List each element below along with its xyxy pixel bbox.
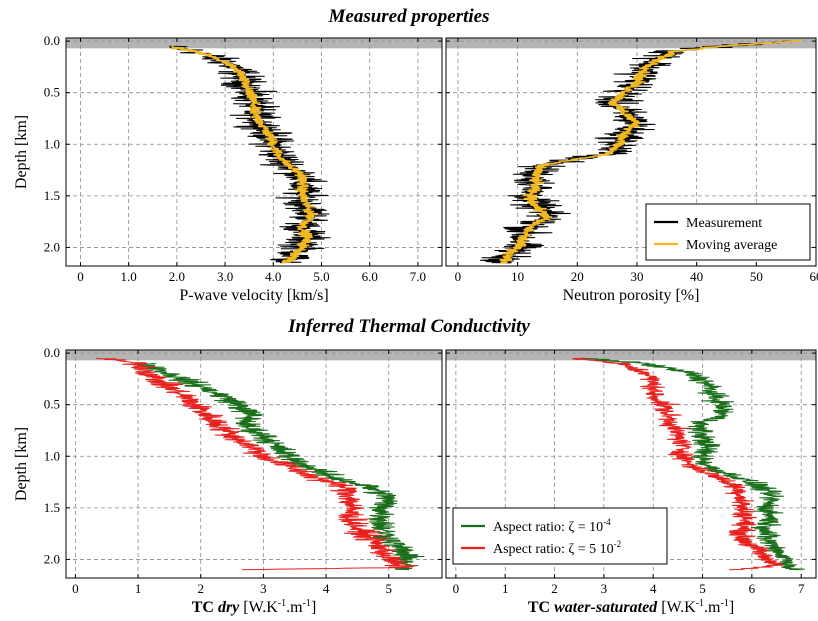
- y-tick-label: 2.0: [44, 239, 60, 254]
- series-line-moving_average: [171, 45, 319, 264]
- series-line-aspect_small: [581, 357, 805, 571]
- y-axis-label: Depth [km]: [13, 115, 30, 189]
- series-line-aspect_small: [133, 362, 425, 571]
- plot-frame: [65, 349, 443, 579]
- series-line-moving_average: [499, 40, 802, 264]
- x-axis-label-sup: -1: [278, 598, 286, 609]
- x-tick-label: 7: [798, 581, 805, 596]
- x-tick-label: 0: [77, 269, 84, 284]
- legend-label: Aspect ratio: ζ = 5 10-2: [493, 539, 621, 557]
- legend-box: [645, 203, 811, 261]
- y-tick-label: 1.5: [44, 188, 60, 203]
- plot-frame: [65, 37, 443, 267]
- x-tick-label: 6.0: [362, 269, 378, 284]
- x-tick-label: 1.0: [121, 269, 137, 284]
- x-tick-label: 0: [455, 269, 462, 284]
- x-tick-label: 6: [749, 581, 756, 596]
- y-tick-label: 1.0: [44, 448, 60, 463]
- y-axis-label: Depth [km]: [13, 427, 30, 501]
- plot-frame: [445, 349, 817, 579]
- y-tick-label: 0.0: [44, 33, 60, 48]
- x-axis-label-italic: dry: [218, 599, 240, 616]
- x-tick-label: 5.0: [313, 269, 329, 284]
- series-line-aspect_large: [96, 357, 416, 571]
- x-axis-label-unit: .m: [704, 599, 721, 616]
- panel-vp: 0 1.0 2.0 3.0 4.0 5.0 6.0 7.0 0.0 0.5 1.0 1.5 2.0 Dep…: [13, 33, 443, 304]
- x-axis-label-unit: ]: [729, 599, 734, 616]
- series-group: [96, 357, 425, 571]
- x-axis-label-bold: TC: [192, 599, 218, 616]
- shaded-band: [66, 38, 442, 49]
- x-axis-label-unit: ]: [311, 599, 316, 616]
- x-tick-label: 3.0: [217, 269, 233, 284]
- x-tick-label: 20: [571, 269, 584, 284]
- shaded-band: [66, 350, 442, 361]
- legend-label-sup: -4: [603, 517, 611, 527]
- x-axis-label-italic: water-saturated: [554, 599, 658, 616]
- legend-box: [452, 507, 668, 565]
- x-axis-label-sup: -1: [721, 598, 729, 609]
- x-tick-label: 1: [135, 581, 142, 596]
- x-tick-label: 2: [551, 581, 558, 596]
- plot-frame: [445, 37, 817, 267]
- y-tick-label: 0.5: [44, 85, 60, 100]
- panel-tcdry: 0 1 2 3 4 5 0.0 0.5 1.0 1.5 2.0 Depth [km] TC dry [W…: [13, 345, 443, 616]
- y-tick-label: 0.0: [44, 345, 60, 360]
- x-tick-label: 5: [385, 581, 392, 596]
- x-tick-label: 4: [650, 581, 657, 596]
- x-axis-label-bold: TC: [528, 599, 554, 616]
- x-tick-label: 3: [260, 581, 267, 596]
- legend-label-sup: -2: [614, 539, 622, 549]
- legend-label-main: Aspect ratio: ζ = 5 10: [493, 542, 614, 557]
- x-tick-label: 7.0: [410, 269, 426, 284]
- x-axis-label-sup: -1: [696, 598, 704, 609]
- x-tick-label: 10: [511, 269, 524, 284]
- x-tick-label: 50: [750, 269, 763, 284]
- bottom-title: Inferred Thermal Conductivity: [288, 316, 530, 337]
- y-tick-label: 2.0: [44, 551, 60, 566]
- x-tick-label: 4: [323, 581, 330, 596]
- y-tick-label: 0.5: [44, 397, 60, 412]
- legend-label: Moving average: [686, 238, 777, 253]
- panel-tcsat: 0 1 2 3 4 5 6 7TC water-saturated [W.K-1.m-1]As…: [445, 349, 817, 616]
- x-tick-label: 1: [502, 581, 509, 596]
- x-axis-label: TC water-saturated [W.K-1.m-1]: [528, 598, 734, 616]
- legend-label-main: Aspect ratio: ζ = 10: [493, 520, 603, 535]
- legend: Measurement Moving average: [645, 203, 811, 261]
- x-axis-label: TC dry [W.K-1.m-1]: [192, 598, 317, 616]
- series-group: [169, 45, 331, 264]
- x-axis-label-unit: [W.K: [657, 599, 696, 616]
- x-axis-label: P-wave velocity [km/s]: [179, 287, 328, 304]
- x-axis-label-unit: .m: [286, 599, 303, 616]
- series-line-aspect_large: [572, 357, 785, 571]
- x-tick-label: 0: [72, 581, 79, 596]
- series-group: [480, 40, 802, 264]
- x-tick-label: 2: [197, 581, 204, 596]
- x-tick-label: 0: [453, 581, 460, 596]
- x-tick-label: 2.0: [169, 269, 185, 284]
- x-tick-label: 40: [690, 269, 703, 284]
- shaded-band: [446, 350, 816, 361]
- x-axis-label-sup: -1: [303, 598, 311, 609]
- top-title: Measured properties: [328, 6, 490, 27]
- series-group: [572, 357, 805, 571]
- x-tick-label: 3: [601, 581, 608, 596]
- y-tick-label: 1.0: [44, 136, 60, 151]
- series-line-measurement: [169, 45, 331, 264]
- panel-phi: 0 10 20 30 40 50 60 Neutron porosity [%] Measure…: [445, 37, 818, 304]
- x-tick-label: 5: [699, 581, 706, 596]
- x-tick-label: 4.0: [265, 269, 281, 284]
- legend-label: Measurement: [686, 216, 762, 231]
- x-axis-label-unit: [W.K: [239, 599, 278, 616]
- shaded-band: [446, 38, 816, 49]
- x-axis-label: Neutron porosity [%]: [563, 287, 700, 304]
- legend-label: Aspect ratio: ζ = 10-4: [493, 517, 611, 535]
- x-tick-label: 60: [810, 269, 818, 284]
- x-tick-label: 30: [630, 269, 643, 284]
- y-tick-label: 1.5: [44, 500, 60, 515]
